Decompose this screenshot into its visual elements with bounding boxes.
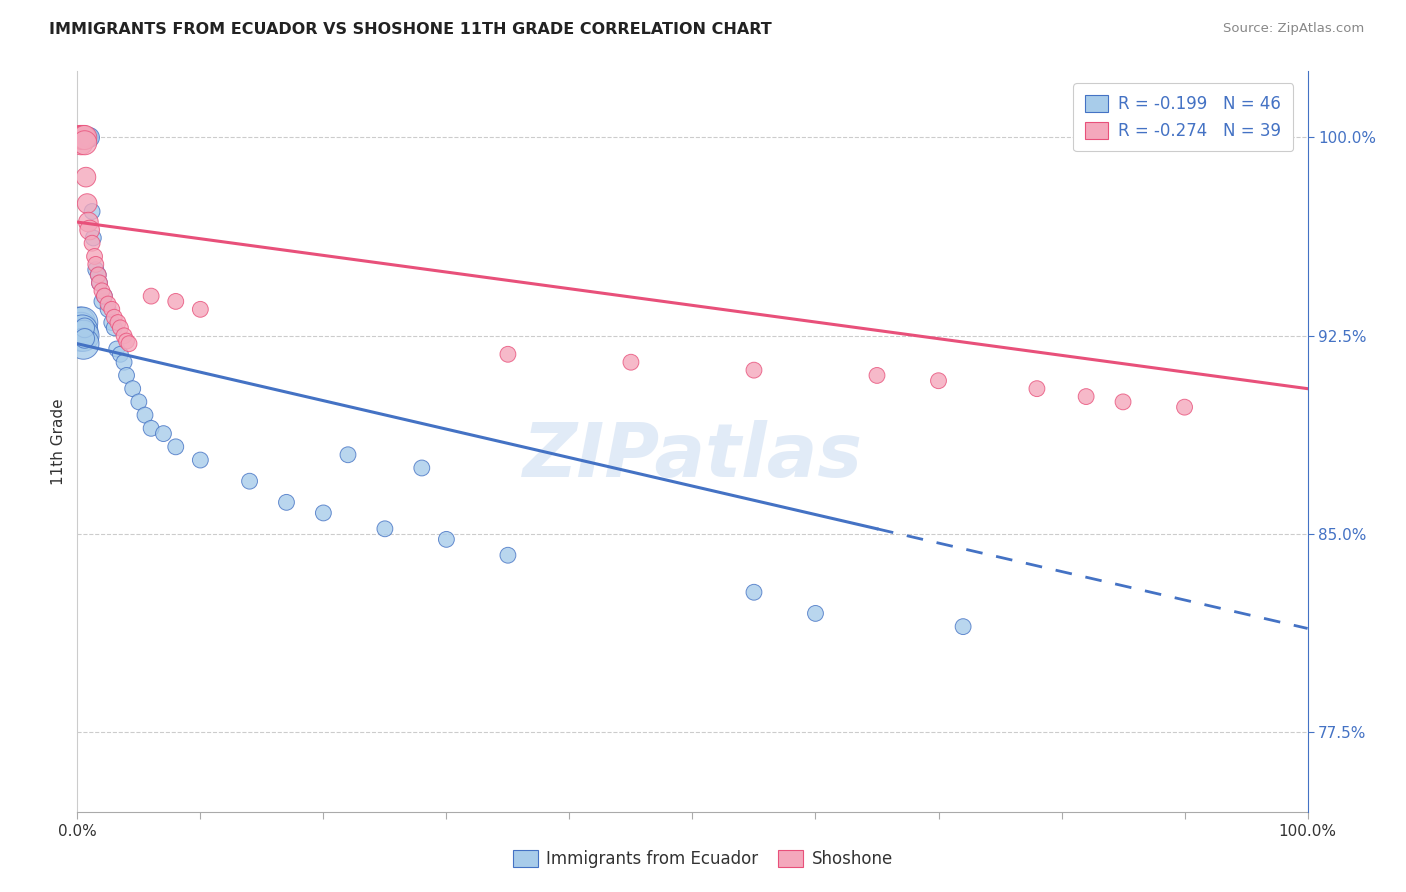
Point <box>105 342 128 356</box>
Point <box>110 347 132 361</box>
Point <box>436 533 458 547</box>
Point <box>76 130 98 145</box>
Point <box>866 368 889 383</box>
Point <box>73 130 96 145</box>
Y-axis label: 11th Grade: 11th Grade <box>51 398 66 485</box>
Point <box>928 374 950 388</box>
Point <box>239 474 262 488</box>
Point <box>82 204 104 219</box>
Point <box>90 294 114 309</box>
Point <box>165 294 187 309</box>
Point <box>101 316 124 330</box>
Point <box>152 426 174 441</box>
Point <box>112 355 135 369</box>
Point <box>110 321 132 335</box>
Point <box>115 368 138 383</box>
Text: Source: ZipAtlas.com: Source: ZipAtlas.com <box>1223 22 1364 36</box>
Point <box>804 607 827 621</box>
Point <box>374 522 396 536</box>
Point <box>93 289 115 303</box>
Point <box>1112 395 1135 409</box>
Point <box>115 334 138 348</box>
Point <box>276 495 298 509</box>
Point <box>79 223 101 237</box>
Point <box>79 130 101 145</box>
Point <box>75 170 97 185</box>
Point <box>82 231 104 245</box>
Point <box>141 421 163 435</box>
Point <box>118 336 141 351</box>
Point <box>77 130 100 145</box>
Point <box>84 257 107 271</box>
Point <box>90 284 114 298</box>
Point <box>84 262 107 277</box>
Point <box>75 130 97 145</box>
Point <box>70 321 93 335</box>
Point <box>1174 400 1197 414</box>
Point <box>103 310 125 325</box>
Point <box>107 316 129 330</box>
Point <box>496 347 519 361</box>
Point <box>128 395 150 409</box>
Point <box>72 336 94 351</box>
Point <box>1076 390 1098 404</box>
Point <box>112 328 135 343</box>
Point <box>742 363 765 377</box>
Point <box>188 302 212 317</box>
Point <box>141 289 163 303</box>
Point <box>69 130 91 145</box>
Point <box>70 328 93 343</box>
Legend: R = -0.199   N = 46, R = -0.274   N = 39: R = -0.199 N = 46, R = -0.274 N = 39 <box>1073 83 1294 152</box>
Legend: Immigrants from Ecuador, Shoshone: Immigrants from Ecuador, Shoshone <box>506 843 900 875</box>
Point <box>70 136 93 150</box>
Point <box>70 316 93 330</box>
Point <box>620 355 643 369</box>
Point <box>97 302 120 317</box>
Point <box>188 453 212 467</box>
Point <box>87 268 110 282</box>
Point <box>87 268 110 282</box>
Point <box>103 321 125 335</box>
Point <box>312 506 335 520</box>
Point <box>121 382 143 396</box>
Text: ZIPatlas: ZIPatlas <box>523 420 862 493</box>
Point <box>70 130 93 145</box>
Point <box>76 196 98 211</box>
Point <box>73 321 96 335</box>
Point <box>83 250 105 264</box>
Point <box>70 130 93 145</box>
Point <box>77 215 100 229</box>
Point <box>89 276 111 290</box>
Point <box>411 461 433 475</box>
Point <box>70 323 93 337</box>
Point <box>93 289 115 303</box>
Point <box>1026 382 1049 396</box>
Text: IMMIGRANTS FROM ECUADOR VS SHOSHONE 11TH GRADE CORRELATION CHART: IMMIGRANTS FROM ECUADOR VS SHOSHONE 11TH… <box>49 22 772 37</box>
Point <box>73 331 96 345</box>
Point <box>73 136 96 150</box>
Point <box>101 302 124 317</box>
Point <box>165 440 187 454</box>
Point <box>72 130 94 145</box>
Point <box>134 408 156 422</box>
Point <box>496 548 519 562</box>
Point <box>97 297 120 311</box>
Point <box>72 328 94 343</box>
Point <box>69 316 91 330</box>
Point <box>82 236 104 251</box>
Point <box>337 448 360 462</box>
Point <box>89 276 111 290</box>
Point <box>742 585 765 599</box>
Point <box>952 620 974 634</box>
